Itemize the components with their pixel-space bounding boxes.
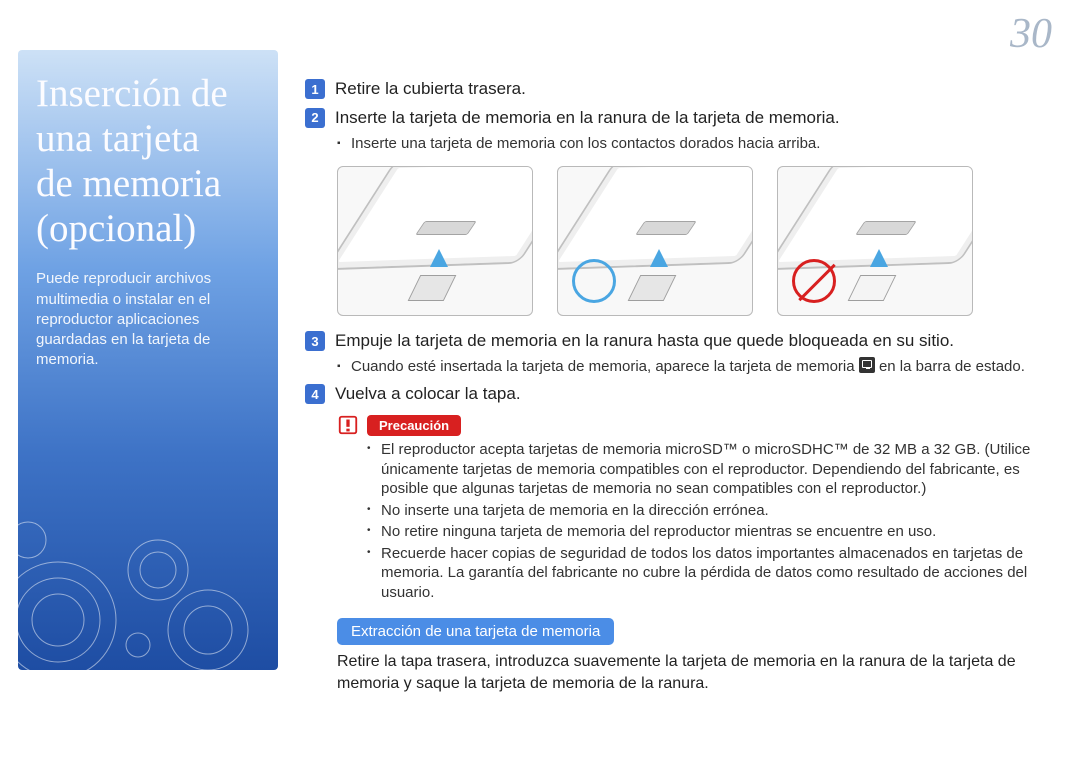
title-line: de memoria [36, 162, 221, 205]
removal-link[interactable]: Extracción de una tarjeta de memoria [337, 618, 614, 645]
caution-label: Precaución [367, 415, 461, 436]
diagram-row [337, 166, 1060, 316]
sub-text: Cuando esté insertada la tarjeta de memo… [351, 357, 1060, 377]
step-3: 3 Empuje la tarjeta de memoria en la ran… [305, 330, 1060, 353]
sub-text: Inserte una tarjeta de memoria con los c… [351, 134, 1060, 154]
step-number-badge: 3 [305, 331, 325, 351]
step-1: 1 Retire la cubierta trasera. [305, 78, 1060, 101]
diagram-insert [337, 166, 533, 316]
step-text: Empuje la tarjeta de memoria en la ranur… [335, 330, 1060, 353]
bullet-icon: ▪ [337, 134, 351, 154]
sidebar: Inserción de una tarjeta de memoria (opc… [18, 50, 278, 670]
section-title: Inserción de una tarjeta de memoria (opc… [36, 72, 260, 251]
caution-item: •No retire ninguna tarjeta de memoria de… [367, 522, 1060, 542]
memory-card-status-icon [859, 357, 875, 373]
warning-icon [337, 414, 359, 436]
step-text: Vuelva a colocar la tapa. [335, 383, 1060, 406]
step-2-sub: ▪ Inserte una tarjeta de memoria con los… [337, 134, 1060, 154]
step-3-sub: ▪ Cuando esté insertada la tarjeta de me… [337, 357, 1060, 377]
section-description: Puede reproducir archivos multimedia o i… [36, 269, 260, 370]
diagram-wrong [777, 166, 973, 316]
step-text: Inserte la tarjeta de memoria en la ranu… [335, 107, 1060, 130]
bullet-icon: ▪ [337, 357, 351, 377]
page-number: 30 [1010, 10, 1052, 58]
prohibited-icon [792, 259, 836, 303]
main-content: 1 Retire la cubierta trasera. 2 Inserte … [305, 78, 1060, 694]
caution-item: •Recuerde hacer copias de seguridad de t… [367, 544, 1060, 603]
caution-item: •El reproductor acepta tarjetas de memor… [367, 440, 1060, 499]
step-number-badge: 4 [305, 384, 325, 404]
caution-list: •El reproductor acepta tarjetas de memor… [367, 440, 1060, 602]
step-number-badge: 1 [305, 79, 325, 99]
ok-circle-icon [572, 259, 616, 303]
decorative-circles-icon [0, 500, 308, 680]
diagram-correct [557, 166, 753, 316]
step-4: 4 Vuelva a colocar la tapa. [305, 383, 1060, 406]
step-2: 2 Inserte la tarjeta de memoria en la ra… [305, 107, 1060, 130]
title-line: Inserción de [36, 72, 228, 115]
title-line: una tarjeta [36, 117, 199, 160]
caution-item: •No inserte una tarjeta de memoria en la… [367, 501, 1060, 521]
step-text: Retire la cubierta trasera. [335, 78, 1060, 101]
title-line: (opcional) [36, 207, 196, 250]
caution-header: Precaución [337, 414, 1060, 436]
removal-text: Retire la tapa trasera, introduzca suave… [337, 651, 1060, 694]
step-number-badge: 2 [305, 108, 325, 128]
